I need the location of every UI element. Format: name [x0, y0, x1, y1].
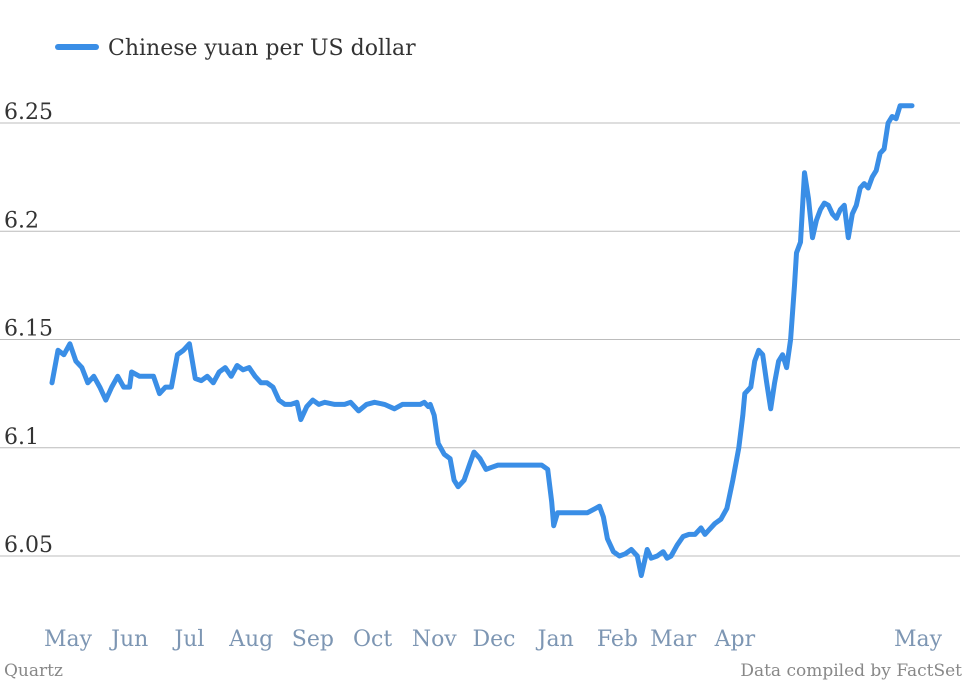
source-right: Data compiled by FactSet	[740, 661, 962, 681]
x-tick-label: Oct	[353, 627, 392, 652]
legend: Chinese yuan per US dollar	[55, 36, 416, 61]
y-tick-label: 6.15	[4, 317, 53, 342]
x-tick-label: May	[894, 627, 943, 652]
legend-label: Chinese yuan per US dollar	[108, 36, 416, 61]
y-tick-label: 6.2	[4, 208, 39, 233]
series-line-yuan	[49, 103, 915, 578]
x-tick-label: May	[44, 627, 93, 652]
x-tick-label: Aug	[228, 627, 273, 652]
y-tick-label: 6.05	[4, 533, 53, 558]
x-tick-label: Jun	[109, 627, 148, 652]
x-tick-label: Apr	[714, 627, 756, 652]
x-tick-label: Jan	[536, 627, 574, 652]
x-tick-label: Dec	[473, 627, 516, 652]
y-tick-label: 6.1	[4, 425, 39, 450]
x-tick-label: Sep	[292, 627, 334, 652]
source-left: Quartz	[4, 661, 63, 681]
y-axis-ticks: 6.05 6.1 6.15 6.2 6.25	[4, 100, 53, 558]
x-tick-label: Feb	[597, 627, 638, 652]
y-tick-label: 6.25	[4, 100, 53, 125]
x-tick-label: Jul	[172, 627, 204, 652]
x-tick-label: Nov	[412, 627, 457, 652]
x-axis-ticks: May Jun Jul Aug Sep Oct Nov Dec Jan Feb Mar Apr May	[44, 627, 943, 652]
gridlines	[0, 122, 960, 557]
x-tick-label: Mar	[650, 627, 697, 652]
